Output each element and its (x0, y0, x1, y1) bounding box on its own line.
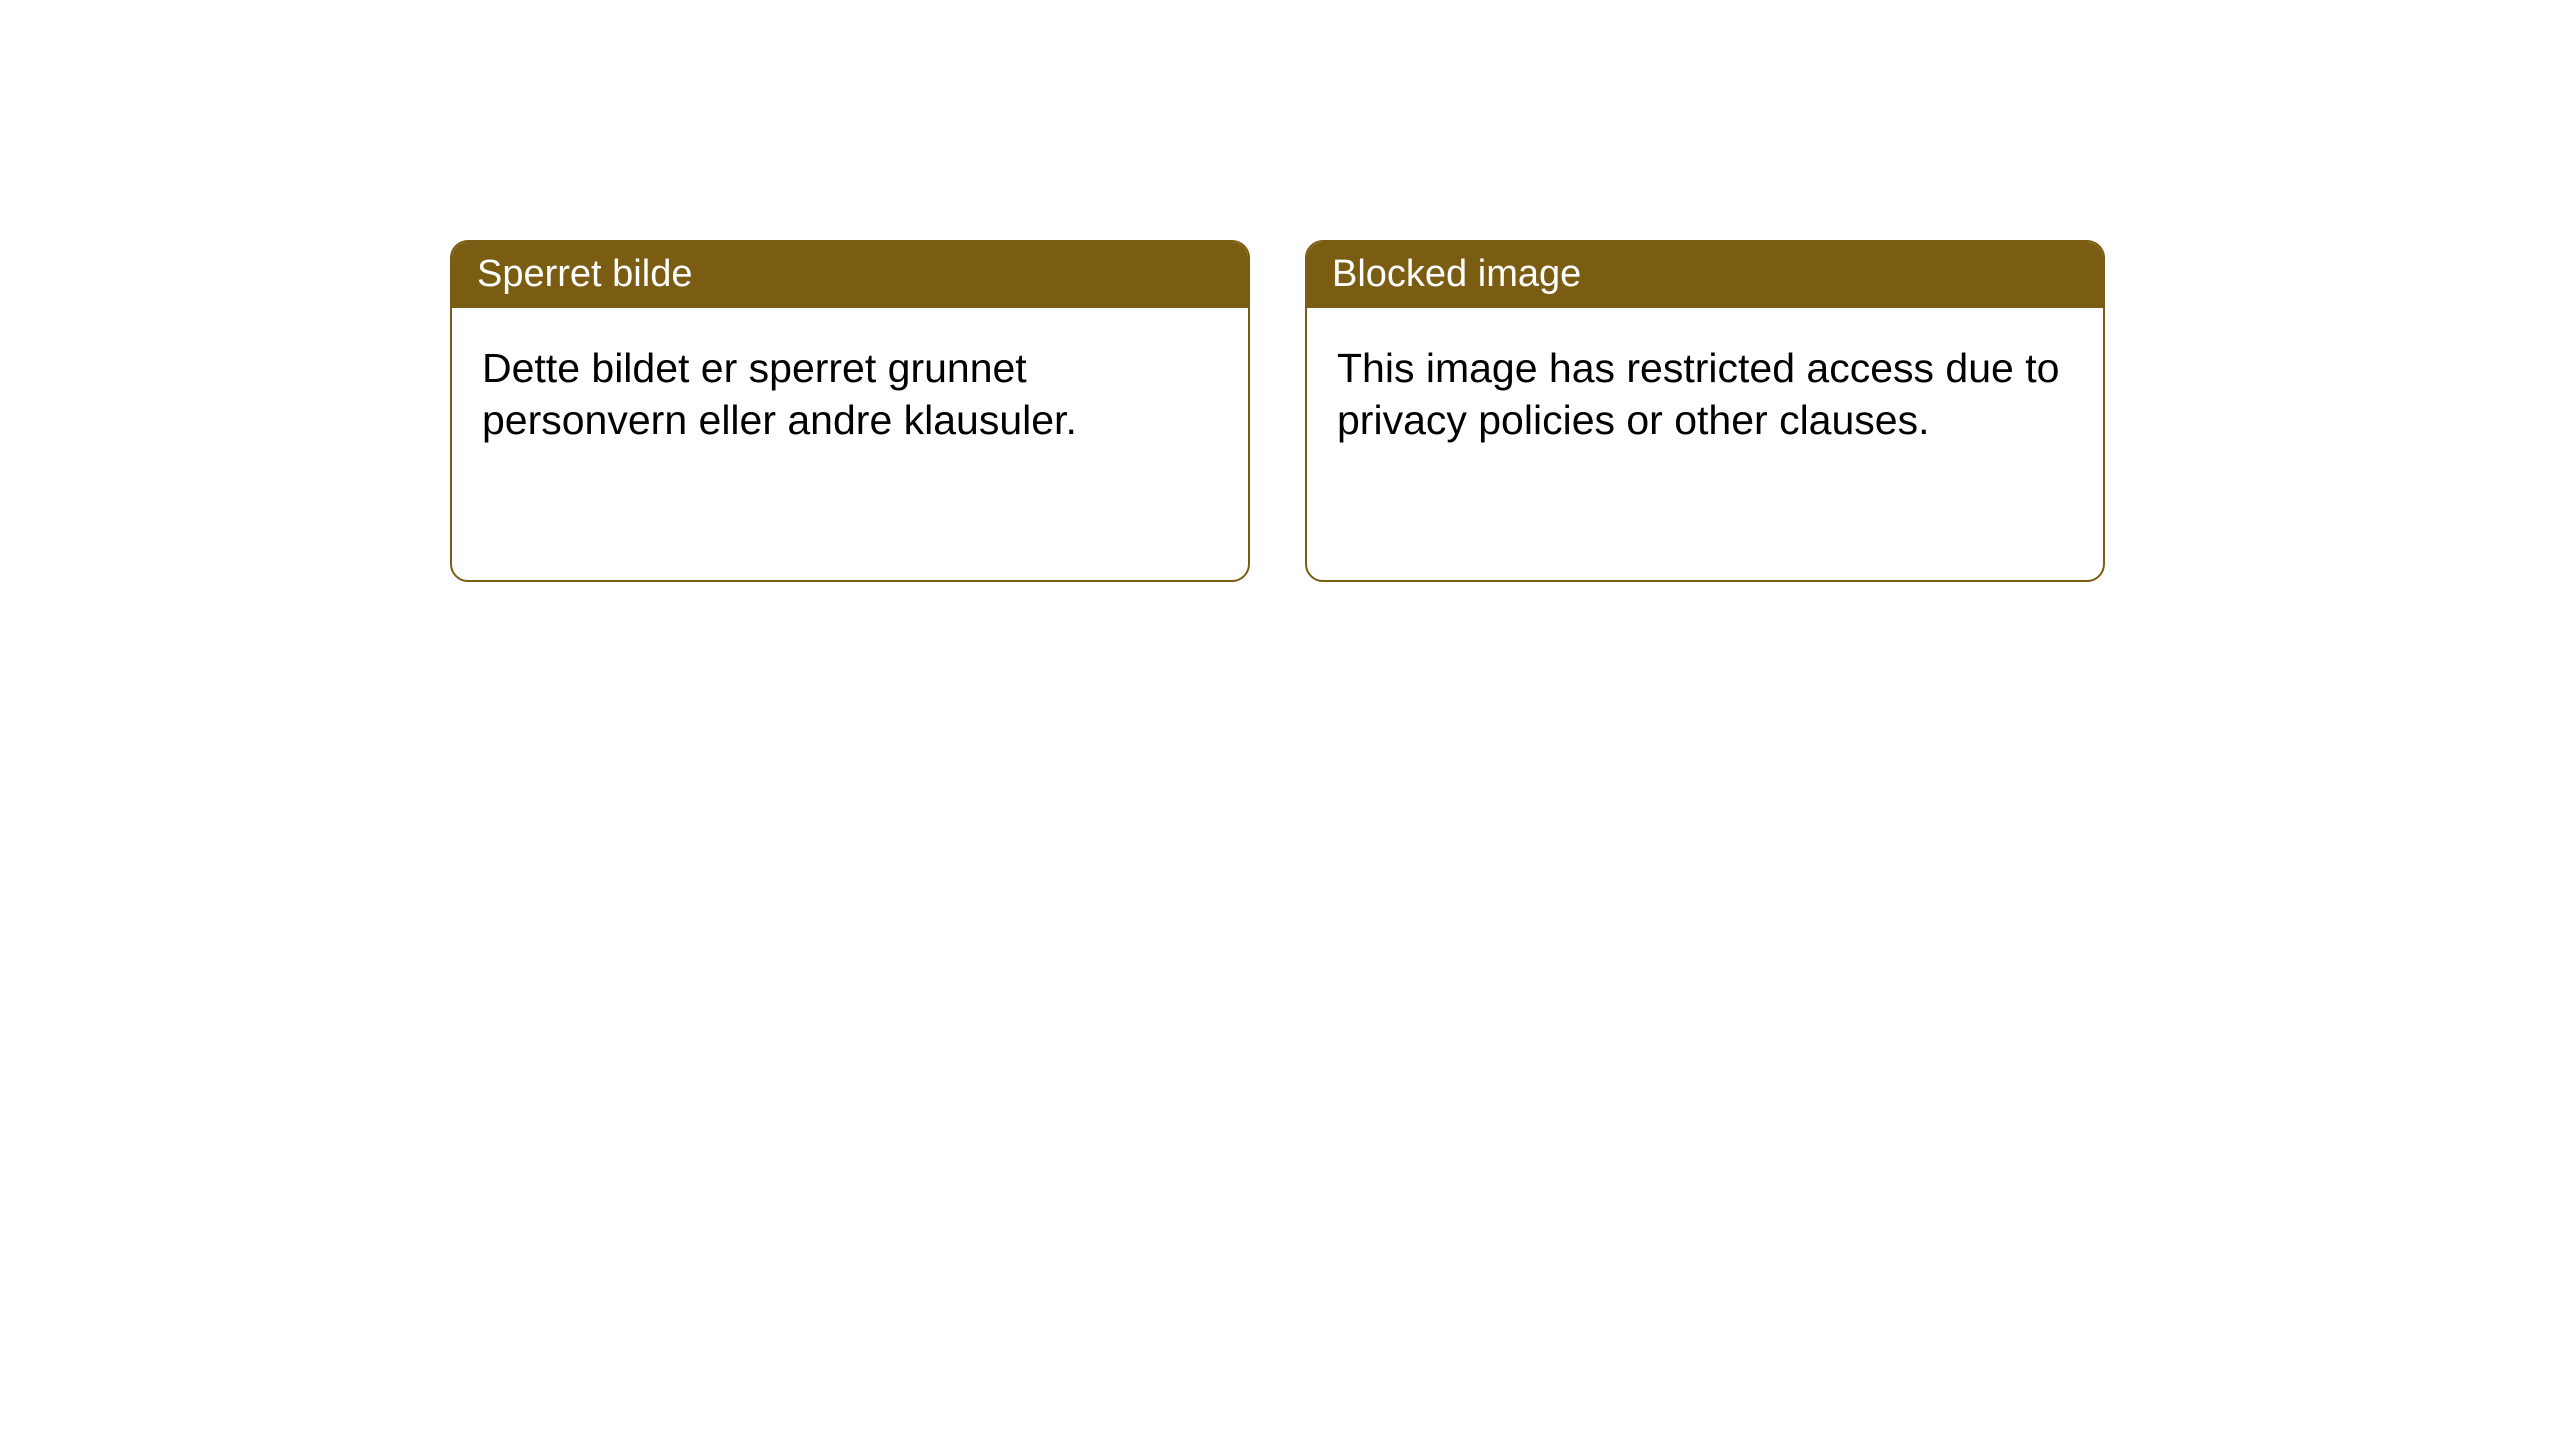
card-title-english: Blocked image (1332, 253, 1581, 295)
card-body-norwegian: Dette bildet er sperret grunnet personve… (452, 308, 1248, 580)
card-message-norwegian: Dette bildet er sperret grunnet personve… (482, 345, 1077, 443)
card-header-norwegian: Sperret bilde (452, 242, 1248, 308)
blocked-image-card-english: Blocked image This image has restricted … (1305, 240, 2105, 582)
card-body-english: This image has restricted access due to … (1307, 308, 2103, 580)
card-container: Sperret bilde Dette bildet er sperret gr… (450, 240, 2560, 582)
card-message-english: This image has restricted access due to … (1337, 345, 2059, 443)
blocked-image-card-norwegian: Sperret bilde Dette bildet er sperret gr… (450, 240, 1250, 582)
card-title-norwegian: Sperret bilde (477, 253, 692, 295)
card-header-english: Blocked image (1307, 242, 2103, 308)
